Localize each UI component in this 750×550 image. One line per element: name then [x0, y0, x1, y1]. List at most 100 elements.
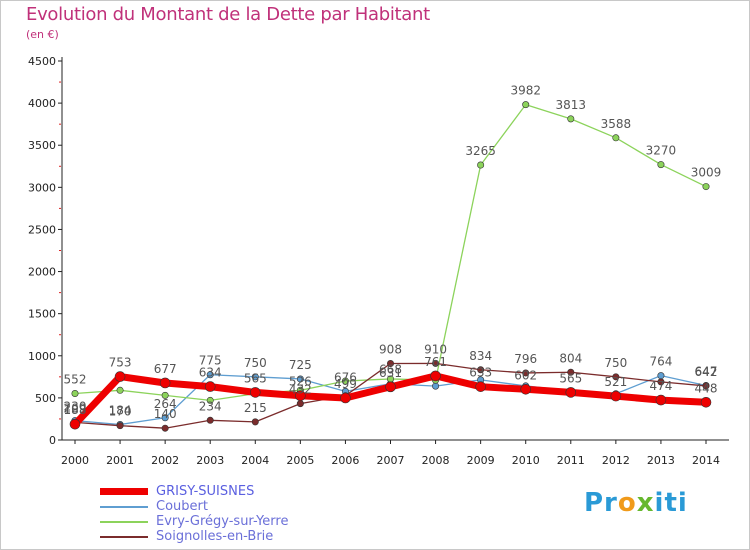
data-label: 474	[649, 379, 672, 393]
data-point	[296, 375, 304, 383]
data-label: 432	[289, 383, 312, 397]
logo-part-2: o	[617, 488, 637, 518]
data-label: 725	[289, 358, 312, 372]
x-tick-label: 2008	[422, 454, 450, 467]
data-label: 764	[649, 355, 672, 369]
data-label: 677	[154, 362, 177, 376]
data-point	[206, 416, 214, 424]
data-label: 3009	[691, 166, 722, 180]
data-point	[386, 360, 394, 368]
data-point	[69, 418, 81, 430]
y-tick-label: 4500	[28, 55, 56, 68]
x-tick-label: 2013	[647, 454, 675, 467]
y-tick-label: 3500	[28, 139, 56, 152]
data-label: 140	[154, 407, 177, 421]
legend-item: Evry-Grégy-sur-Yerre	[100, 514, 400, 529]
data-label: 761	[424, 355, 447, 369]
data-point	[475, 381, 486, 392]
data-label: 908	[379, 343, 402, 357]
y-tick-label: 3000	[28, 181, 56, 194]
logo-part-4: iti	[654, 488, 688, 518]
data-point	[385, 381, 396, 393]
data-label: 188	[64, 403, 87, 417]
x-tick-label: 2010	[512, 454, 540, 467]
data-label: 634	[199, 366, 222, 380]
logo-part-3: x	[636, 488, 655, 518]
y-tick-label: 500	[35, 392, 56, 405]
data-label: 775	[199, 354, 222, 368]
legend-swatch	[100, 506, 148, 508]
data-point	[432, 359, 440, 367]
data-point	[700, 396, 712, 408]
data-label: 3588	[601, 117, 632, 131]
data-point	[657, 378, 665, 386]
data-point	[251, 418, 259, 426]
data-label: 184	[109, 404, 132, 418]
data-label: 448	[695, 381, 718, 395]
data-point	[161, 391, 169, 399]
data-point	[612, 134, 620, 142]
y-tick-label: 2000	[28, 266, 56, 279]
x-tick-label: 2014	[692, 454, 720, 467]
data-label: 3982	[510, 84, 541, 98]
data-point	[116, 422, 124, 430]
x-tick-label: 2001	[106, 454, 134, 467]
legend-swatch	[100, 536, 148, 538]
data-point	[296, 400, 304, 408]
chart-title: Evolution du Montant de la Dette par Hab…	[26, 4, 430, 25]
data-label: 804	[559, 351, 582, 365]
legend-swatch	[100, 488, 148, 495]
legend-swatch	[100, 521, 148, 523]
data-label: 602	[514, 368, 537, 382]
data-point	[430, 370, 441, 382]
legend-label: GRISY-SUISNES	[156, 484, 255, 499]
data-label: 796	[514, 352, 537, 366]
data-point	[114, 371, 126, 382]
data-label: 3265	[465, 144, 496, 158]
data-point	[520, 383, 532, 395]
legend-label: Coubert	[156, 499, 208, 514]
data-point	[610, 390, 622, 402]
data-point	[477, 161, 485, 169]
data-label: 633	[469, 366, 492, 380]
data-point	[159, 377, 171, 389]
logo-part-1: Pr	[584, 488, 618, 518]
data-label: 565	[244, 371, 267, 385]
data-label: 668	[379, 363, 402, 377]
data-point	[612, 373, 620, 381]
data-point	[655, 394, 667, 406]
x-tick-label: 2009	[467, 454, 495, 467]
data-point	[161, 414, 169, 422]
data-point	[522, 101, 530, 109]
unit-label: (en €)	[26, 28, 59, 41]
data-point	[432, 382, 440, 390]
data-label: 750	[604, 356, 627, 370]
y-tick-label: 4000	[28, 97, 56, 110]
legend-item: Coubert	[100, 499, 400, 514]
data-point	[657, 161, 665, 169]
data-point	[71, 390, 79, 398]
data-point	[206, 371, 214, 379]
data-label: 631	[379, 366, 402, 380]
x-tick-label: 2003	[196, 454, 224, 467]
data-label: 209	[64, 401, 87, 415]
data-label: 642	[695, 365, 718, 379]
data-label: 753	[109, 356, 132, 370]
x-tick-label: 2002	[151, 454, 179, 467]
data-label: 3270	[646, 144, 677, 158]
legend: GRISY-SUISNES Coubert Evry-Grégy-sur-Yerre…	[100, 484, 400, 544]
proxiti-logo: Proxiti	[584, 488, 688, 518]
legend-label: Evry-Grégy-sur-Yerre	[156, 514, 289, 529]
data-label: 750	[244, 356, 267, 370]
x-tick-label: 2006	[331, 454, 359, 467]
y-tick-label: 2500	[28, 223, 56, 236]
y-tick-label: 1500	[28, 308, 56, 321]
data-label: 552	[64, 373, 87, 387]
data-label: 521	[604, 375, 627, 389]
data-label: 565	[559, 371, 582, 385]
data-point	[657, 372, 665, 380]
data-label: 234	[199, 399, 222, 413]
data-point	[295, 390, 306, 401]
